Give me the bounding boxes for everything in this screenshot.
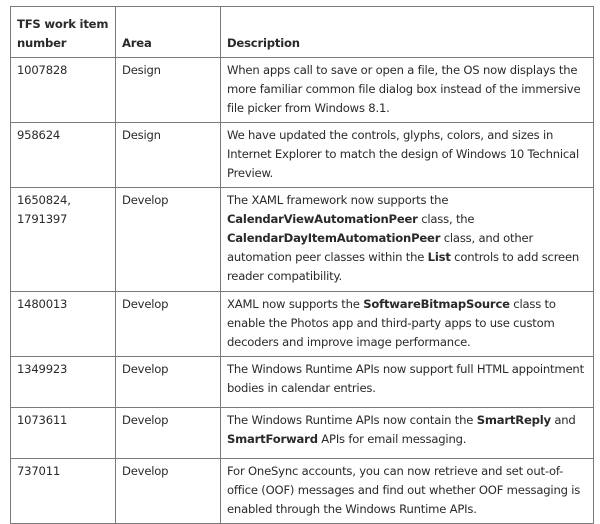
area-cell: Design (115, 57, 221, 123)
description-text: class, the (417, 212, 475, 226)
description-cell: For OneSync accounts, you can now retrie… (220, 458, 594, 524)
header-description: Description (220, 6, 594, 58)
description-cell: We have updated the controls, glyphs, co… (220, 122, 594, 188)
table-row: 1073611 Develop The Windows Runtime APIs n… (10, 407, 594, 459)
description-text: The Windows Runtime APIs now contain the (227, 413, 477, 427)
description-text: We have updated the controls, glyphs, co… (227, 128, 579, 180)
area-cell: Develop (115, 407, 221, 459)
table-row: 958624 Design We have updated the controls… (10, 122, 594, 188)
description-text: For OneSync accounts, you can now retrie… (227, 464, 581, 516)
header-row: TFS work item number Area Description (10, 6, 594, 58)
table-row: 1480013 Develop XAML now supports the Soft… (10, 291, 594, 357)
description-text: XAML now supports the (227, 297, 364, 311)
header-area: Area (115, 6, 221, 58)
table-row: 1650824, 1791397 Develop The XAML framewor… (10, 187, 594, 292)
work-item-number: 1480013 (10, 291, 116, 357)
class-name: SoftwareBitmapSource (363, 297, 510, 311)
description-cell: The Windows Runtime APIs now support ful… (220, 356, 594, 408)
work-item-number: 1349923 (10, 356, 116, 408)
description-text: class to enable the Photos app and third… (227, 297, 556, 349)
description-text: The XAML framework now supports the (227, 193, 449, 207)
description-cell: The XAML framework now supports the Cale… (220, 187, 594, 292)
work-item-number: 1007828 (10, 57, 116, 123)
class-name: SmartForward (227, 432, 318, 446)
area-cell: Develop (115, 356, 221, 408)
work-item-number: 737011 (10, 458, 116, 524)
work-item-number: 958624 (10, 122, 116, 188)
description-text: APIs for email messaging. (317, 432, 467, 446)
area-cell: Develop (115, 458, 221, 524)
description-text: controls to add screen reader compatibil… (227, 250, 580, 283)
description-text: class, and other automation peer classes… (227, 231, 534, 264)
header-number: TFS work item number (10, 6, 116, 58)
class-name: CalendarDayItemAutomationPeer (227, 231, 441, 245)
description-cell: XAML now supports the SoftwareBitmapSour… (220, 291, 594, 357)
area-cell: Develop (115, 291, 221, 357)
table-row: 1007828 Design When apps call to save or o… (10, 57, 594, 123)
description-text: The Windows Runtime APIs now support ful… (227, 362, 584, 395)
description-cell: When apps call to save or open a file, t… (220, 57, 594, 123)
work-item-number: 1650824, 1791397 (10, 187, 116, 292)
area-cell: Develop (115, 187, 221, 292)
description-cell: The Windows Runtime APIs now contain the… (220, 407, 594, 459)
class-name: List (427, 250, 451, 264)
work-items-table: TFS work item number Area Description 10… (10, 6, 594, 524)
table-row: 737011 Develop For OneSync accounts, you c… (10, 458, 594, 524)
work-item-number: 1073611 (10, 407, 116, 459)
description-text: When apps call to save or open a file, t… (227, 63, 581, 115)
description-text: and (550, 413, 576, 427)
table-row: 1349923 Develop The Windows Runtime APIs n… (10, 356, 594, 408)
area-cell: Design (115, 122, 221, 188)
class-name: CalendarViewAutomationPeer (227, 212, 418, 226)
class-name: SmartReply (476, 413, 551, 427)
